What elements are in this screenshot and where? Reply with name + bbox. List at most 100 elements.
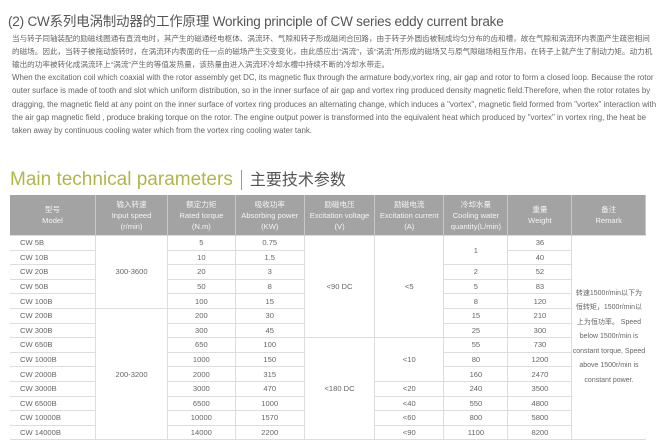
- power-cell: 150: [234, 351, 305, 368]
- column-header-line: (V): [334, 221, 345, 231]
- column-header-line: Cooling water: [452, 210, 500, 220]
- column-header: 输入转速 Input speed (r/min): [95, 195, 169, 236]
- power-cell: 315: [234, 366, 305, 382]
- model-cell: CW 2000B: [10, 366, 96, 382]
- water-cell: 55: [443, 337, 509, 353]
- torque-cell: 50: [167, 278, 236, 295]
- column-header-line: 输入转速: [116, 199, 147, 209]
- column-header-line: 冷却水量: [460, 199, 492, 209]
- water-cell: 8: [443, 293, 509, 309]
- column-header-line: 备注: [601, 205, 617, 214]
- column-header: 型号 Model: [10, 195, 96, 236]
- current-cell: <5: [374, 234, 445, 339]
- column-header: 吸收功率 Absorbing power (KW): [235, 195, 305, 236]
- table-header-row: 型号 Model 输入转速 Input speed (r/min) 额定力矩 Rated t…: [10, 195, 646, 236]
- column-header-line: 励磁电压: [324, 199, 355, 209]
- voltage-cell: <180 DC: [303, 337, 376, 440]
- column-header-line: (KW): [261, 221, 279, 231]
- weight-cell: 1200: [507, 351, 573, 368]
- water-cell: 2: [443, 264, 509, 280]
- torque-cell: 6500: [167, 395, 236, 412]
- table-row: CW 200B 200-3200 200 30 15 210: [10, 307, 646, 440]
- column-header-line: 吸收功率: [254, 199, 285, 209]
- power-cell: 2200: [234, 424, 305, 440]
- power-cell: 0.75: [234, 235, 305, 251]
- section-title: Main technical parameters 主要技术参数: [10, 166, 346, 191]
- column-header-line: Weight: [528, 216, 552, 225]
- table-row: CW 6500B 6500 1000 <40 550 4800: [10, 395, 646, 412]
- model-cell: CW 6500B: [10, 395, 96, 412]
- column-header-line: Model: [42, 216, 63, 225]
- column-header-line: 励磁电流: [394, 199, 425, 209]
- power-cell: 8: [234, 278, 305, 295]
- model-cell: CW 14000B: [10, 424, 96, 440]
- column-header: 冷却水量 Cooling water quantity(L/min): [443, 195, 509, 236]
- power-cell: 1000: [234, 395, 305, 412]
- water-cell: 1: [443, 234, 509, 266]
- model-cell: CW 200B: [10, 307, 96, 324]
- speed-cell: 200-3200: [94, 307, 169, 440]
- column-header-line: Absorbing power: [241, 210, 299, 220]
- table-row: CW 1000B 1000 150 80 1200: [10, 351, 646, 368]
- torque-cell: 10000: [167, 410, 236, 426]
- torque-cell: 1000: [167, 351, 236, 368]
- column-header-line: quantity(L/min): [450, 221, 502, 231]
- voltage-cell: <90 DC: [303, 234, 376, 339]
- weight-cell: 730: [507, 337, 573, 353]
- water-cell: 160: [443, 366, 509, 382]
- torque-cell: 100: [167, 293, 236, 309]
- water-cell: 80: [443, 351, 509, 368]
- model-cell: CW 3000B: [10, 380, 96, 397]
- weight-cell: 300: [507, 322, 573, 339]
- model-cell: CW 5B: [10, 235, 96, 251]
- torque-cell: 650: [167, 337, 236, 353]
- column-header: 备注 Remark: [571, 195, 646, 236]
- current-cell: <60: [374, 410, 445, 426]
- model-cell: CW 10B: [10, 249, 96, 266]
- column-header-line: 额定力矩: [186, 199, 217, 209]
- section-title-cn: 主要技术参数: [249, 172, 346, 189]
- power-cell: 470: [234, 380, 305, 397]
- power-cell: 1.5: [234, 249, 305, 266]
- power-cell: 45: [234, 322, 305, 339]
- table-row: CW 14000B 14000 2200 <90 1100 8200: [10, 424, 646, 440]
- column-header-line: (N.m): [191, 221, 211, 231]
- torque-cell: 20: [167, 264, 236, 280]
- column-header-line: (A): [404, 221, 415, 231]
- model-cell: CW 20B: [10, 264, 96, 280]
- title-divider: [240, 169, 242, 190]
- column-header-line: (r/min): [120, 221, 143, 231]
- column-header: 额定力矩 Rated torque (N.m): [167, 195, 236, 236]
- power-cell: 1570: [234, 410, 305, 426]
- torque-cell: 3000: [167, 380, 236, 397]
- water-cell: 25: [443, 322, 509, 339]
- page-heading: (2) CW系列电涡制动器的工作原理 Working principle of …: [8, 14, 504, 29]
- column-header-line: 型号: [44, 205, 61, 214]
- torque-cell: 5: [167, 235, 236, 251]
- model-cell: CW 10000B: [10, 410, 96, 426]
- torque-cell: 10: [167, 249, 236, 266]
- torque-cell: 200: [167, 307, 236, 324]
- weight-cell: 83: [507, 278, 573, 295]
- table-row: CW 100B 100 15 8 120: [10, 293, 646, 309]
- water-cell: 550: [443, 395, 509, 412]
- weight-cell: 120: [507, 293, 573, 309]
- weight-cell: 8200: [507, 424, 573, 440]
- weight-cell: 210: [507, 307, 573, 324]
- column-header-line: 重量: [532, 205, 548, 214]
- power-cell: 3: [234, 264, 305, 280]
- column-header-line: Excitation voltage: [309, 210, 370, 220]
- weight-cell: 3500: [507, 380, 573, 397]
- model-cell: CW 100B: [10, 293, 96, 309]
- model-cell: CW 1000B: [10, 351, 96, 368]
- water-cell: 240: [443, 380, 509, 397]
- weight-cell: 2470: [507, 366, 573, 382]
- weight-cell: 5800: [507, 410, 573, 426]
- model-cell: CW 300B: [10, 322, 96, 339]
- principle-text-cn: 当与转子同轴装配的励磁线圈通有直流电时，其产生的磁通经电枢体、涡流环、气隙和转子…: [12, 34, 653, 69]
- power-cell: 15: [234, 293, 305, 309]
- table-row: CW 300B 300 45 25 300: [10, 322, 646, 339]
- weight-cell: 52: [507, 264, 573, 280]
- weight-cell: 40: [507, 249, 573, 266]
